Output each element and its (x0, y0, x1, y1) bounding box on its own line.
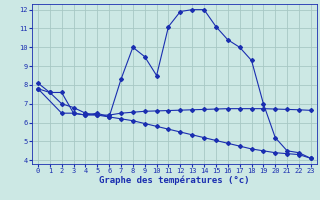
X-axis label: Graphe des températures (°c): Graphe des températures (°c) (99, 176, 250, 185)
